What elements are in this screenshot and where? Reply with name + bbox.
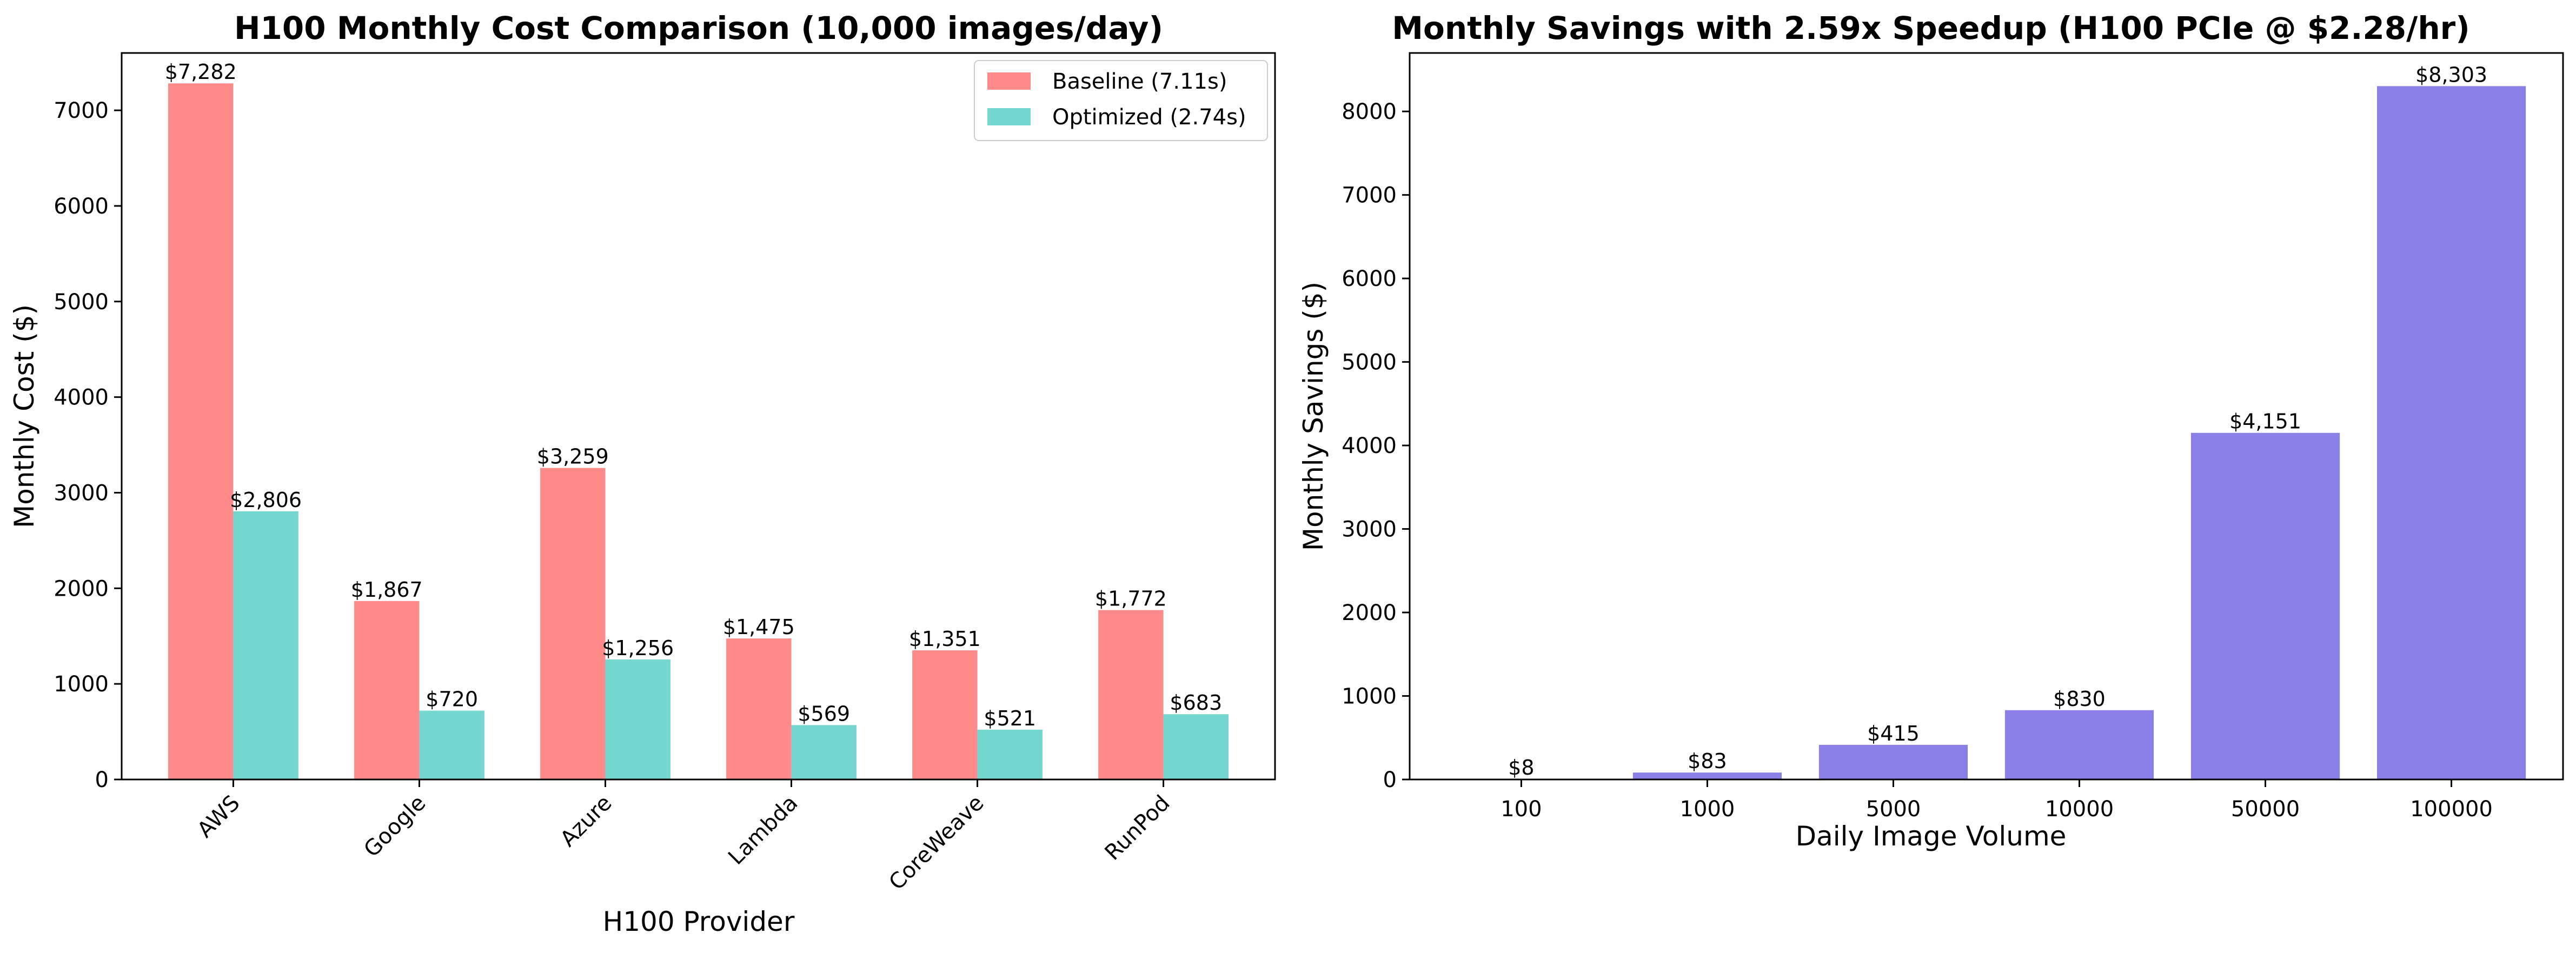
data-label-100: $8	[1508, 756, 1534, 779]
bar-50000	[2190, 432, 2340, 779]
bar-1000	[1632, 772, 1782, 779]
bar-runpod-optimized	[1163, 714, 1229, 779]
bar-google-baseline	[354, 601, 420, 779]
x-tick-label-google: Google	[359, 791, 430, 862]
bar-coreweave-optimized	[977, 729, 1043, 779]
bar-coreweave-baseline	[912, 650, 978, 779]
y-tick-label: 7000	[54, 98, 109, 123]
data-label-azure-optimized: $1,256	[602, 636, 674, 660]
data-label-100000: $8,303	[2415, 63, 2487, 86]
data-label-google-optimized: $720	[426, 688, 478, 711]
x-axis: AWS Google Azure Lambda CoreWeave RunPod	[192, 779, 1175, 895]
x-tick-label-10000: 10000	[2045, 797, 2114, 822]
data-label-5000: $415	[1867, 722, 1920, 745]
x-tick-label-5000: 5000	[1866, 797, 1921, 822]
y-tick-label: 4000	[1342, 434, 1397, 458]
bar-runpod-baseline	[1098, 610, 1164, 779]
bar-azure-optimized	[605, 659, 670, 779]
bar-lambda-optimized	[791, 725, 857, 779]
cost-comparison-chart: H100 Monthly Cost Comparison (10,000 ima…	[9, 10, 1276, 937]
plot-frame	[121, 52, 1276, 781]
bar-aws-baseline	[168, 83, 234, 779]
y-tick-label: 5000	[54, 290, 109, 315]
data-label-coreweave-optimized: $521	[984, 707, 1036, 730]
x-tick-label-lambda: Lambda	[723, 791, 802, 870]
x-tick-label-coreweave: CoreWeave	[884, 791, 988, 895]
chart-title: H100 Monthly Cost Comparison (10,000 ima…	[234, 10, 1163, 46]
x-tick-label-runpod: RunPod	[1100, 791, 1175, 865]
data-label-10000: $830	[2053, 687, 2106, 711]
y-tick-label: 1000	[54, 672, 109, 697]
legend-label-baseline: Baseline (7.11s)	[1052, 69, 1227, 94]
x-tick-label-50000: 50000	[2231, 797, 2300, 822]
data-label-runpod-baseline: $1,772	[1095, 587, 1167, 611]
legend-swatch-optimized	[987, 108, 1031, 125]
chart-title: Monthly Savings with 2.59x Speedup (H100…	[1392, 10, 2469, 46]
y-tick-label: 7000	[1342, 183, 1397, 208]
bar-lambda-baseline	[726, 638, 792, 779]
y-tick-label: 5000	[1342, 350, 1397, 375]
data-label-azure-baseline: $3,259	[537, 445, 609, 469]
bar-10000	[2004, 710, 2154, 779]
y-tick-label: 1000	[1342, 684, 1397, 709]
y-axis-label: Monthly Cost ($)	[9, 304, 40, 528]
x-tick-label-100: 100	[1501, 797, 1542, 822]
plot-frame	[1409, 52, 2564, 781]
data-label-lambda-optimized: $569	[798, 702, 850, 725]
y-tick-label: 4000	[54, 385, 109, 410]
bar-100000	[2376, 86, 2526, 780]
y-tick-label: 3000	[1342, 517, 1397, 542]
bar-aws-optimized	[233, 511, 298, 779]
y-tick-label: 0	[95, 768, 109, 792]
data-label-lambda-baseline: $1,475	[723, 615, 795, 639]
x-axis-label: Daily Image Volume	[1796, 821, 2067, 852]
x-axis-label: H100 Provider	[603, 906, 795, 937]
savings-chart: Monthly Savings with 2.59x Speedup (H100…	[1298, 10, 2564, 852]
data-label-coreweave-baseline: $1,351	[909, 627, 981, 651]
legend-swatch-baseline	[987, 72, 1031, 90]
bar-5000	[1818, 744, 1968, 779]
y-tick-label: 6000	[1342, 266, 1397, 291]
bars: $8 $83 $415 $830 $4,151 $8,303	[1446, 63, 2526, 780]
y-tick-label: 6000	[54, 194, 109, 219]
data-label-1000: $83	[1688, 749, 1727, 773]
y-axis: 0 1000 2000 3000 4000 5000 6000 7000 8000	[1342, 99, 1410, 792]
bar-azure-baseline	[540, 468, 606, 779]
x-axis: 100 1000 5000 10000 50000 100000	[1501, 779, 2493, 822]
legend-box	[974, 60, 1268, 141]
data-label-50000: $4,151	[2229, 410, 2301, 434]
y-tick-label: 0	[1383, 768, 1397, 792]
bars: $7,282 $2,806 $1,867 $720 $3,259 $1,256 $1,475…	[165, 60, 1229, 779]
x-tick-label-azure: Azure	[555, 791, 616, 852]
y-axis-label: Monthly Savings ($)	[1298, 282, 1329, 551]
y-tick-label: 2000	[1342, 601, 1397, 625]
y-tick-label: 3000	[54, 481, 109, 505]
data-label-aws-optimized: $2,806	[230, 488, 302, 512]
data-label-google-baseline: $1,867	[351, 578, 423, 602]
data-label-runpod-optimized: $683	[1170, 691, 1222, 715]
data-label-aws-baseline: $7,282	[165, 60, 237, 84]
legend: Baseline (7.11s) Optimized (2.74s)	[974, 60, 1268, 141]
y-tick-label: 8000	[1342, 99, 1397, 124]
y-axis: 0 1000 2000 3000 4000 5000 6000 7000	[54, 98, 122, 792]
y-tick-label: 2000	[54, 576, 109, 601]
x-tick-label-100000: 100000	[2410, 797, 2493, 822]
x-tick-label-aws: AWS	[192, 791, 244, 843]
legend-label-optimized: Optimized (2.74s)	[1052, 105, 1246, 130]
x-tick-label-1000: 1000	[1680, 797, 1735, 822]
bar-google-optimized	[419, 710, 484, 779]
